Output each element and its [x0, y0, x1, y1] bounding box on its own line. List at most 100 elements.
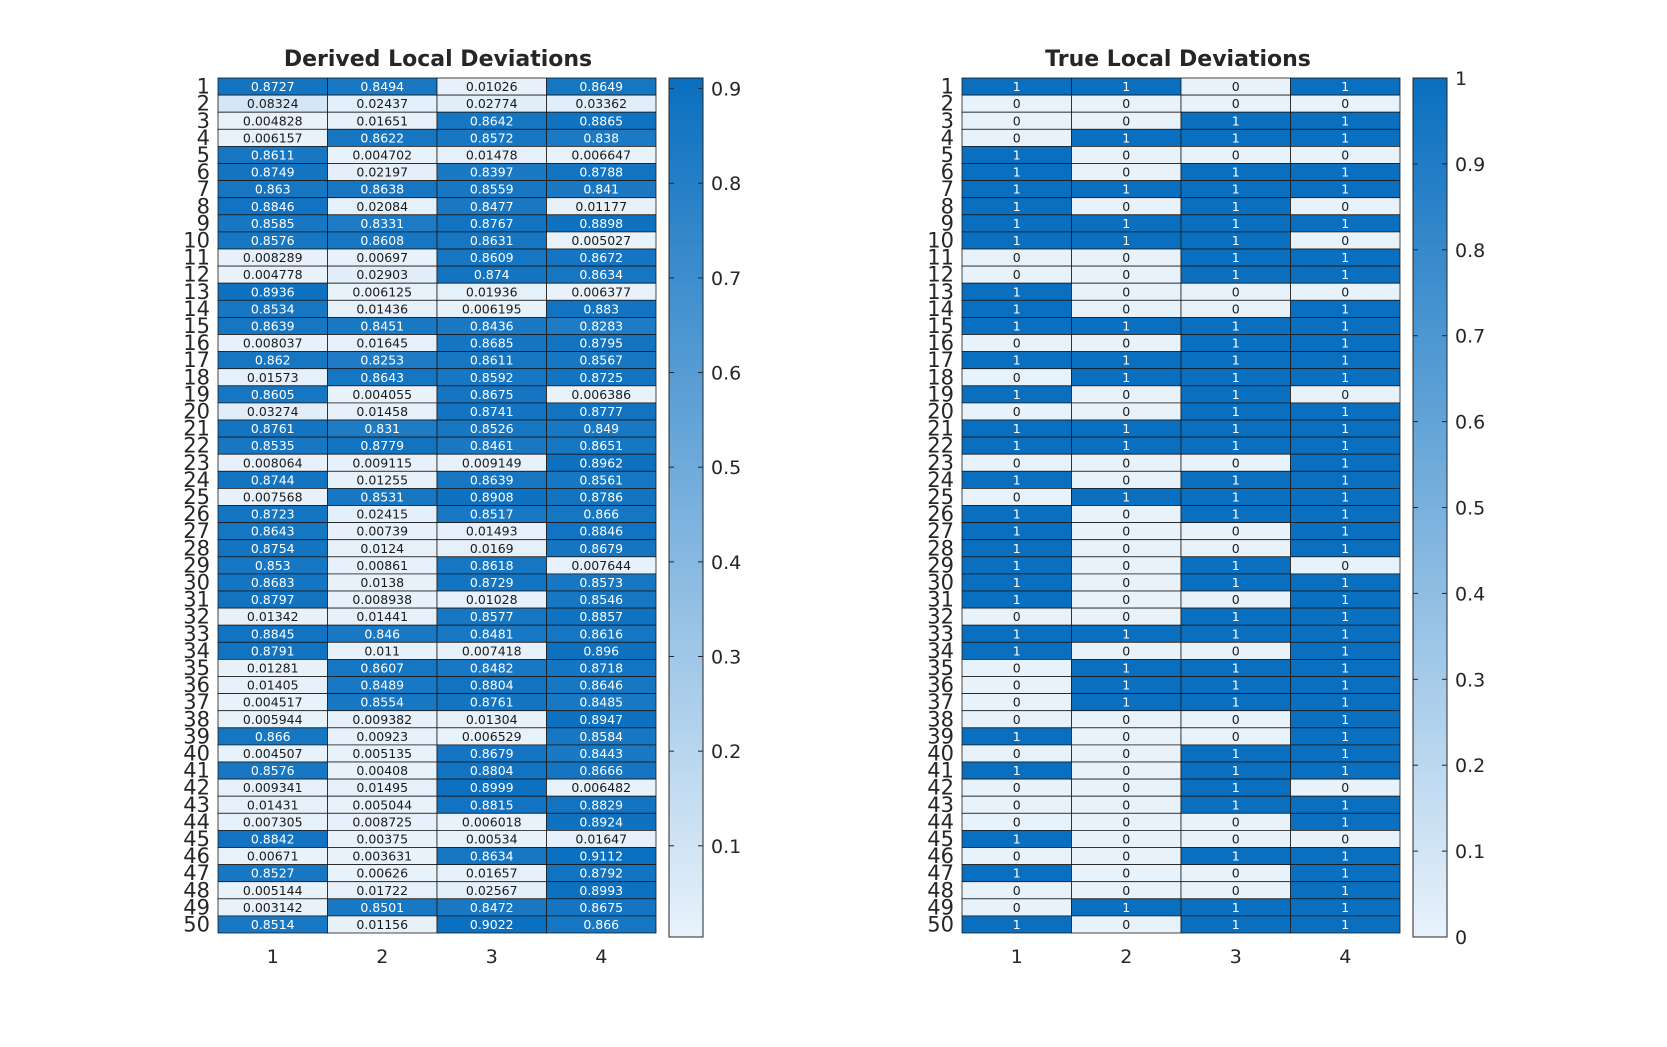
- cell-value-label: 0.866: [583, 507, 619, 522]
- cell-value-label: 1: [1013, 507, 1021, 522]
- cell-value-label: 1: [1341, 182, 1349, 197]
- cell-value-label: 1: [1232, 250, 1240, 265]
- cell-value-label: 0.01936: [466, 284, 518, 299]
- cell-value-label: 0.8501: [360, 900, 404, 915]
- colorbar-tick-label: 0.8: [711, 173, 741, 195]
- cell-value-label: 1: [1341, 404, 1349, 419]
- cell-value-label: 0: [1122, 917, 1130, 932]
- cell-value-label: 0.8815: [470, 797, 514, 812]
- cell-value-label: 0.02084: [356, 199, 408, 214]
- cell-value-label: 0.8679: [470, 746, 514, 761]
- cell-value-label: 0.8795: [579, 336, 623, 351]
- heatmap-cells: 0.8727 0.8494 0.01026 0.8649 0.08324 0.02437 0…: [217, 77, 657, 934]
- row-tick-label: 13: [927, 280, 954, 304]
- cell-value-label: 1: [1341, 267, 1349, 282]
- row-tick-label: 38: [927, 707, 954, 731]
- cell-value-label: 0: [1122, 558, 1130, 573]
- row-tick-label: 33: [183, 622, 210, 646]
- row-tick-label: 21: [927, 417, 954, 441]
- cell-value-label: 0: [1122, 507, 1130, 522]
- cell-value-label: 1: [1341, 113, 1349, 128]
- cell-value-label: 0.8725: [579, 370, 623, 385]
- cell-value-label: 0.00697: [356, 250, 408, 265]
- cell-value-label: 0.8572: [470, 130, 514, 145]
- cell-value-label: 0.009382: [352, 712, 412, 727]
- row-tick-label: 11: [927, 246, 954, 270]
- cell-value-label: 0.8577: [470, 609, 514, 624]
- row-tick-label: 4: [197, 126, 210, 150]
- cell-value-label: 1: [1232, 626, 1240, 641]
- cell-value-label: 0.8791: [251, 643, 295, 658]
- row-tick-label: 22: [183, 434, 210, 458]
- cell-value-label: 0.8559: [470, 182, 514, 197]
- cell-value-label: 0.8283: [579, 318, 623, 333]
- row-tick-label: 41: [183, 759, 210, 783]
- cell-value-label: 0.009149: [462, 455, 522, 470]
- row-tick-label: 13: [183, 280, 210, 304]
- cell-value-label: 0.8829: [579, 797, 623, 812]
- cell-value-label: 0: [1122, 814, 1130, 829]
- row-tick-label: 44: [927, 810, 954, 834]
- cell-value-label: 0: [1013, 489, 1021, 504]
- cell-value-label: 1: [1232, 695, 1240, 710]
- cell-value-label: 0.01647: [575, 831, 627, 846]
- cell-value-label: 1: [1232, 660, 1240, 675]
- row-tick-label: 49: [927, 895, 954, 919]
- cell-value-label: 1: [1232, 678, 1240, 693]
- row-tick-label: 40: [183, 741, 210, 765]
- cell-value-label: 1: [1341, 797, 1349, 812]
- cell-value-label: 0: [1122, 729, 1130, 744]
- row-tick-label: 17: [927, 348, 954, 372]
- row-tick-label: 48: [927, 878, 954, 902]
- cell-value-label: 0.006386: [571, 387, 631, 402]
- cell-value-label: 1: [1122, 660, 1130, 675]
- cell-value-label: 1: [1341, 353, 1349, 368]
- cell-value-label: 0: [1013, 609, 1021, 624]
- cell-value-label: 0.8534: [251, 301, 295, 316]
- cell-value-label: 1: [1341, 917, 1349, 932]
- row-tick-label: 40: [927, 741, 954, 765]
- colorbar-tick-label: 0.9: [1455, 154, 1485, 176]
- cell-value-label: 0: [1122, 250, 1130, 265]
- row-tick-label: 33: [927, 622, 954, 646]
- cell-value-label: 1: [1232, 917, 1240, 932]
- cell-value-label: 0.8576: [251, 233, 295, 248]
- cell-value-label: 0.01156: [356, 917, 408, 932]
- cell-value-label: 1: [1341, 541, 1349, 556]
- row-tick-label: 19: [183, 382, 210, 406]
- row-tick-label: 7: [197, 177, 210, 201]
- cell-value-label: 1: [1341, 507, 1349, 522]
- colorbar-tick-label: 0.1: [1455, 841, 1485, 863]
- cell-value-label: 0.8611: [251, 147, 295, 162]
- cell-value-label: 0.8611: [470, 353, 514, 368]
- cell-value-label: 0.8767: [470, 216, 514, 231]
- cell-value-label: 0.8846: [579, 524, 623, 539]
- cell-value-label: 0: [1122, 455, 1130, 470]
- cell-value-label: 1: [1122, 130, 1130, 145]
- cell-value-label: 0.8585: [251, 216, 295, 231]
- cell-value-label: 0.8397: [470, 165, 514, 180]
- cell-value-label: 1: [1341, 370, 1349, 385]
- cell-value-label: 0.00861: [356, 558, 408, 573]
- cell-value-label: 0.8605: [251, 387, 295, 402]
- cell-value-label: 1: [1341, 900, 1349, 915]
- col-tick-label: 2: [1120, 946, 1132, 968]
- cell-value-label: 0.01645: [356, 336, 408, 351]
- cell-value-label: 1: [1341, 643, 1349, 658]
- col-tick-label: 1: [1011, 946, 1023, 968]
- cell-value-label: 0.883: [583, 301, 619, 316]
- cell-value-label: 1: [1122, 489, 1130, 504]
- cell-value-label: 0.0124: [360, 541, 404, 556]
- cell-value-label: 0: [1122, 301, 1130, 316]
- cell-value-label: 0.8639: [251, 318, 295, 333]
- cell-value-label: 0: [1232, 284, 1240, 299]
- cell-value-label: 0.8924: [579, 814, 623, 829]
- row-tick-label: 26: [927, 502, 954, 526]
- cell-value-label: 0.8535: [251, 438, 295, 453]
- cell-value-label: 0.8779: [360, 438, 404, 453]
- cell-value-label: 1: [1013, 438, 1021, 453]
- cell-value-label: 0.03362: [575, 96, 627, 111]
- cell-value-label: 1: [1232, 165, 1240, 180]
- cell-value-label: 0: [1122, 165, 1130, 180]
